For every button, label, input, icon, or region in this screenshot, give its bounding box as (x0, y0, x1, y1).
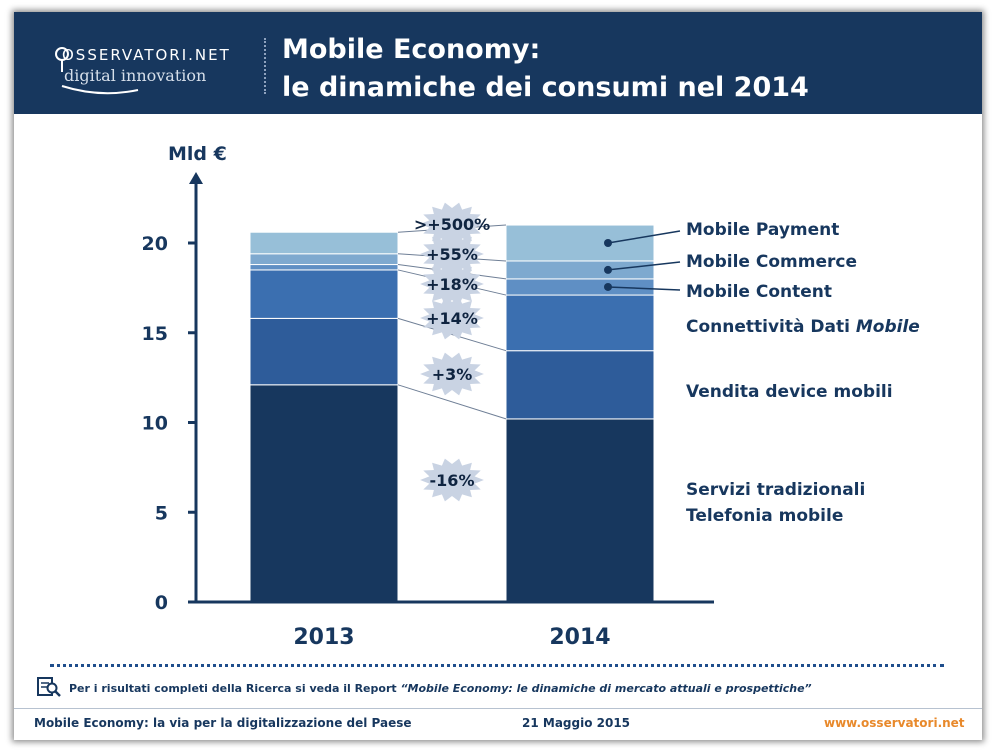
footer-url-link[interactable]: www.osservatori.net (824, 716, 965, 730)
change-label: -16% (430, 471, 475, 490)
bar-segment (505, 224, 655, 262)
dotted-divider (50, 664, 944, 667)
change-label: +55% (426, 245, 478, 264)
bar-segment (249, 384, 399, 603)
bar-segment (505, 350, 655, 420)
legend-servizi-line1: Servizi tradizionali (686, 480, 866, 500)
bar-segment (249, 264, 399, 271)
segment-connector (397, 317, 507, 352)
change-badge (420, 202, 484, 246)
bar-segment (249, 253, 399, 266)
legend-mobile-commerce: Mobile Commerce (686, 252, 857, 272)
change-badge (420, 232, 484, 276)
report-note: Per i risultati completi della Ricerca s… (69, 682, 812, 695)
bar-segment (505, 278, 655, 296)
change-label: +3% (432, 365, 473, 384)
y-axis-arrow (189, 172, 203, 184)
change-label: +14% (426, 309, 478, 328)
change-badge (420, 458, 484, 502)
y-tick-label: 15 (142, 323, 168, 345)
change-badge (420, 262, 484, 306)
bar-segment (249, 231, 399, 255)
legend-leader-dot (604, 239, 612, 247)
bar-segment (249, 317, 399, 386)
y-axis-label: Mld € (168, 143, 227, 165)
legend-vendita-device: Vendita device mobili (686, 382, 893, 402)
y-tick-label: 20 (142, 233, 168, 255)
bar-segment (505, 294, 655, 352)
report-title: “Mobile Economy: le dinamiche di mercato… (400, 682, 812, 695)
stacked-bar-chart: Mld € 0 5 10 15 20 2013 2014 -16% +3% +14% +18% +55%… (142, 143, 714, 650)
segment-connector (397, 384, 507, 420)
legend-leader (607, 261, 681, 271)
legend-servizi-line2: Telefonia mobile (686, 506, 844, 526)
legend-leader-dot (604, 265, 612, 274)
y-tick-label: 0 (155, 592, 168, 614)
report-search-icon (37, 677, 61, 697)
change-label: >+500% (414, 215, 490, 234)
y-tick-label: 5 (155, 502, 168, 524)
logo-swoosh-icon (61, 85, 139, 95)
location-pin-icon (55, 47, 69, 72)
x-tick-label: 2014 (549, 625, 610, 650)
bar-segment (505, 260, 655, 280)
legend-mobile-content: Mobile Content (686, 282, 833, 302)
logo-wordmark: OSSERVATORI.NET (62, 46, 231, 64)
change-badge (420, 296, 484, 340)
legend-leader (607, 230, 681, 244)
bar-segment (505, 418, 655, 603)
header-divider (264, 38, 266, 94)
change-badge (420, 352, 484, 396)
legend-leader (607, 286, 681, 291)
change-label: +18% (426, 275, 478, 294)
y-tick-label: 10 (142, 413, 168, 435)
bar-segment (249, 269, 399, 319)
logo-tagline: digital innovation (64, 66, 207, 85)
report-note-prefix: Per i risultati completi della Ricerca s… (69, 682, 401, 695)
legend-connettivita: Connettività Dati Mobile (686, 317, 920, 337)
footer-date: 21 Maggio 2015 (522, 716, 631, 730)
slide: OSSERVATORI.NET digital innovation Mobil… (14, 12, 982, 740)
legend-connettivita-text: Connettività Dati (686, 317, 856, 337)
page-subtitle: le dinamiche dei consumi nel 2014 (282, 72, 809, 103)
legend-mobile-payment: Mobile Payment (686, 220, 840, 240)
legend-leader-dot (604, 282, 612, 291)
header-bar: OSSERVATORI.NET digital innovation Mobil… (14, 12, 982, 114)
footer-divider (14, 708, 982, 709)
footer-event-title: Mobile Economy: la via per la digitalizz… (34, 716, 412, 730)
legend-connettivita-italic: Mobile (855, 317, 920, 337)
x-tick-label: 2013 (293, 625, 354, 650)
page-title: Mobile Economy: (282, 34, 541, 65)
